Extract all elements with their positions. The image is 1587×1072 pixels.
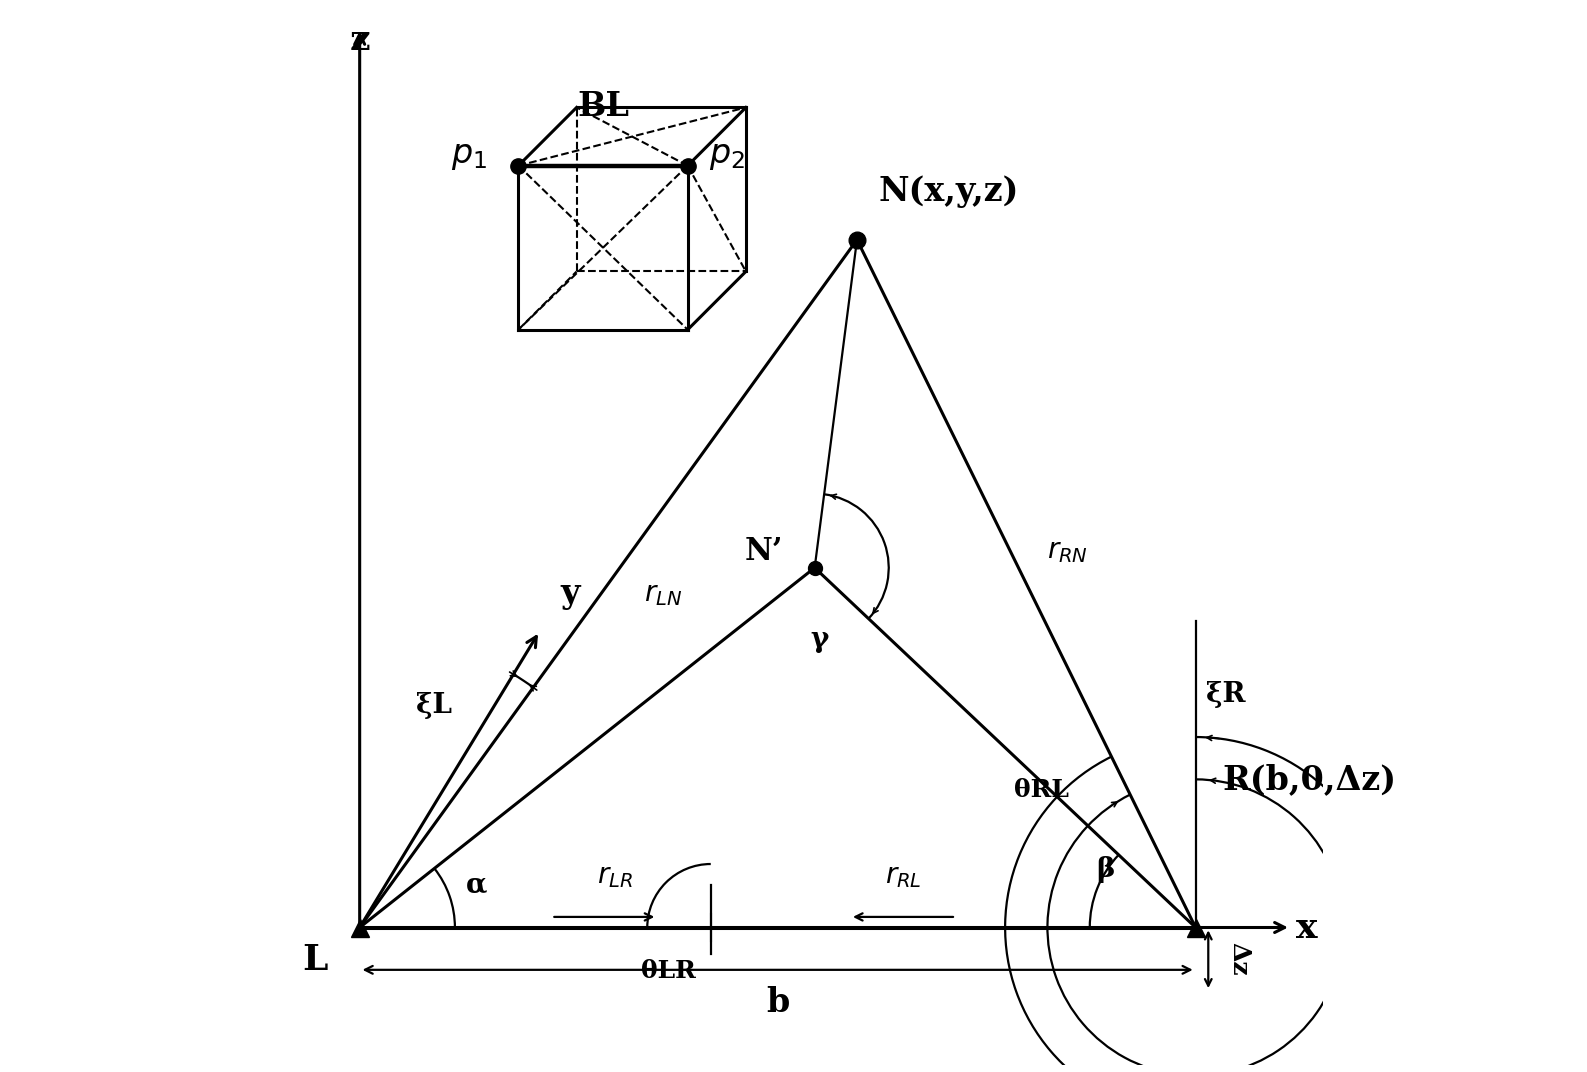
Text: R(b,0,Δz): R(b,0,Δz): [1222, 763, 1397, 795]
Text: x: x: [1297, 910, 1317, 944]
Text: N(x,y,z): N(x,y,z): [878, 175, 1019, 208]
Text: ξR: ξR: [1206, 681, 1246, 709]
Text: b: b: [767, 985, 789, 1018]
Text: z: z: [349, 23, 370, 57]
Text: $p_2$: $p_2$: [709, 138, 744, 172]
Text: $p_1$: $p_1$: [451, 138, 487, 172]
Text: θRL: θRL: [1014, 778, 1068, 802]
Text: $r_{RN}$: $r_{RN}$: [1047, 538, 1089, 565]
Text: BL: BL: [578, 90, 628, 123]
Text: θLR: θLR: [641, 959, 695, 983]
Text: Δz: Δz: [1227, 942, 1251, 977]
Text: y: y: [560, 577, 581, 610]
Text: $r_{RL}$: $r_{RL}$: [884, 863, 922, 891]
Text: γ: γ: [811, 626, 828, 653]
Text: L: L: [303, 943, 329, 978]
Text: N’: N’: [744, 536, 782, 567]
Text: $r_{LN}$: $r_{LN}$: [644, 581, 682, 608]
Text: $r_{LR}$: $r_{LR}$: [597, 863, 633, 891]
Text: α: α: [465, 872, 487, 898]
Text: β: β: [1097, 855, 1114, 883]
Text: ξL: ξL: [416, 691, 452, 719]
